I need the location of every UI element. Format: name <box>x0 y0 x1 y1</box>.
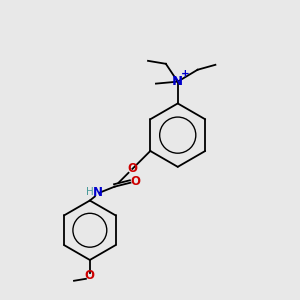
Text: +: + <box>181 69 190 79</box>
Text: O: O <box>85 269 95 282</box>
Text: N: N <box>93 186 103 199</box>
Text: H: H <box>86 187 94 196</box>
Text: O: O <box>130 175 140 188</box>
Text: O: O <box>128 162 137 175</box>
Text: N: N <box>172 75 183 88</box>
